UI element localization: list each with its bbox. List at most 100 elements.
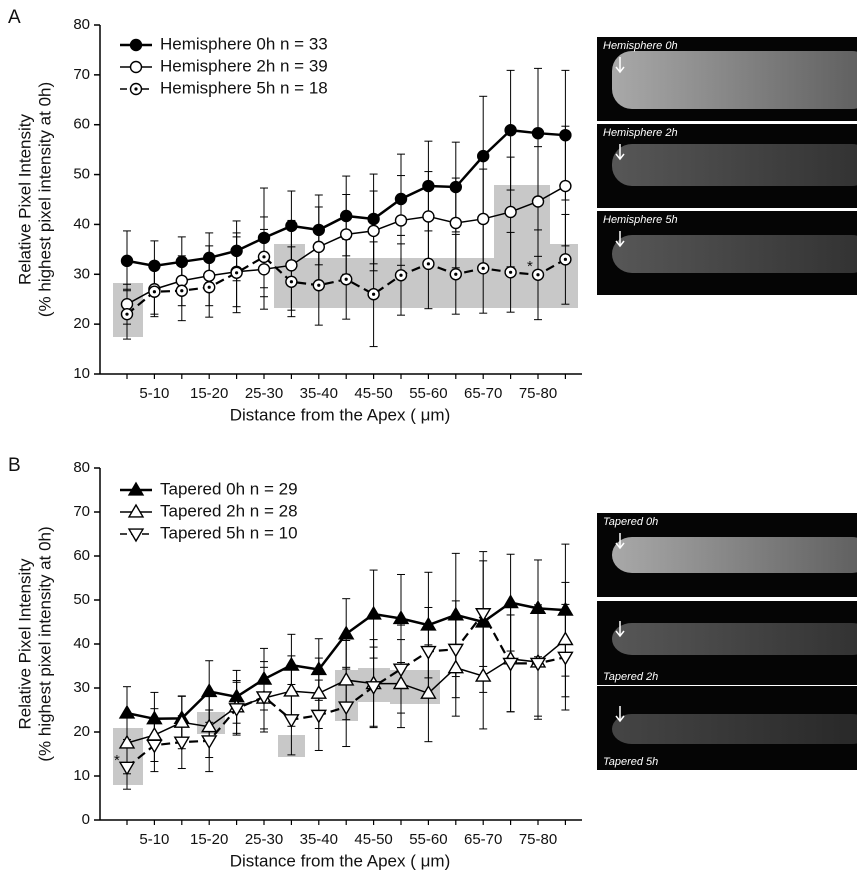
arrow-head <box>615 630 625 638</box>
marker <box>420 684 437 699</box>
x-tick-label: 65-70 <box>464 385 502 402</box>
marker <box>422 210 435 223</box>
marker <box>420 645 437 660</box>
marker <box>173 736 191 751</box>
y-tick-label: 10 <box>73 767 90 784</box>
marker <box>557 631 574 646</box>
marker <box>285 219 298 233</box>
marker <box>146 739 163 754</box>
marker <box>365 605 382 620</box>
root <box>612 537 857 573</box>
y-tick-label: 50 <box>73 591 90 608</box>
marker <box>531 126 545 140</box>
legend-label: Tapered 5h n = 10 <box>160 523 298 542</box>
marker <box>310 661 328 676</box>
annotation: * <box>527 258 533 275</box>
marker <box>127 481 145 496</box>
x-tick-label: 65-70 <box>464 831 502 848</box>
marker-dot <box>509 270 513 274</box>
marker <box>283 682 300 697</box>
marker-dot <box>317 283 321 287</box>
marker-dot <box>262 255 266 259</box>
marker <box>202 251 216 265</box>
marker-dot <box>152 290 156 294</box>
marker-dot <box>426 262 430 266</box>
marker <box>559 179 572 193</box>
x-tick-label: 25-30 <box>245 831 283 848</box>
x-tick-label: 45-50 <box>354 831 392 848</box>
legend-label: Tapered 2h n = 28 <box>160 501 298 520</box>
marker <box>392 675 410 690</box>
marker <box>474 667 492 682</box>
panel-letter: A <box>8 7 21 28</box>
root <box>612 714 857 744</box>
marker <box>559 128 572 142</box>
marker <box>557 601 574 616</box>
marker <box>340 209 353 223</box>
marker <box>477 149 490 163</box>
marker-dot <box>372 292 376 296</box>
marker <box>283 714 300 729</box>
arrow-head <box>615 240 625 248</box>
marker-dot <box>235 271 239 275</box>
arrow-head <box>615 66 625 74</box>
y-tick-label: 10 <box>73 365 90 382</box>
marker <box>367 224 380 238</box>
x-tick-label: 25-30 <box>245 385 283 402</box>
x-tick-label: 5-10 <box>139 831 169 848</box>
marker <box>312 240 325 254</box>
marker <box>531 195 545 208</box>
annotation: * <box>114 752 120 769</box>
marker <box>337 671 355 686</box>
marker <box>118 734 136 749</box>
marker <box>337 701 355 716</box>
y-tick-label: 40 <box>73 635 90 652</box>
x-tick-label: 15-20 <box>190 831 228 848</box>
marker <box>173 713 191 728</box>
image-label: Tapered 5h <box>603 756 658 768</box>
x-tick-label: 75-80 <box>519 385 557 402</box>
y-tick-label: 20 <box>73 315 90 332</box>
y-tick-label: 70 <box>73 503 90 520</box>
marker <box>200 735 218 750</box>
x-axis-label: Distance from the Apex ( μm) <box>230 851 450 870</box>
y-axis-label: (% highest pixel intensity at 0h) <box>35 526 54 761</box>
marker <box>392 663 410 678</box>
y-tick-label: 70 <box>73 66 90 83</box>
marker <box>367 212 380 226</box>
marker-dot <box>289 280 293 284</box>
marker <box>148 259 161 273</box>
x-tick-label: 15-20 <box>190 385 228 402</box>
marker <box>202 269 216 282</box>
marker <box>394 192 408 206</box>
marker-dot <box>536 273 540 277</box>
y-axis-label: Relative Pixel Intensity <box>15 558 34 730</box>
marker <box>257 231 271 245</box>
x-tick-label: 75-80 <box>519 831 557 848</box>
x-tick-label: 5-10 <box>139 385 169 402</box>
marker <box>529 599 547 614</box>
image-label: Hemisphere 5h <box>603 214 678 226</box>
marker <box>502 657 519 672</box>
y-tick-label: 20 <box>73 723 90 740</box>
marker <box>127 503 145 518</box>
marker <box>477 212 490 226</box>
y-tick-label: 30 <box>73 265 90 282</box>
marker <box>228 703 245 718</box>
marker-dot <box>563 257 568 261</box>
marker <box>502 594 519 609</box>
arrow-head <box>615 715 625 723</box>
marker <box>340 228 353 241</box>
marker <box>129 60 143 74</box>
legend-label: Hemisphere 0h n = 33 <box>160 34 328 53</box>
marker-dot <box>125 312 129 316</box>
marker-dot <box>207 285 211 289</box>
marker-dot <box>454 272 458 276</box>
y-tick-label: 50 <box>73 166 90 183</box>
marker <box>200 718 218 733</box>
y-tick-label: 80 <box>73 459 90 476</box>
y-axis-label: (% highest pixel intensity at 0h) <box>35 82 54 317</box>
marker <box>175 255 189 269</box>
marker <box>474 608 492 623</box>
marker <box>449 216 462 230</box>
